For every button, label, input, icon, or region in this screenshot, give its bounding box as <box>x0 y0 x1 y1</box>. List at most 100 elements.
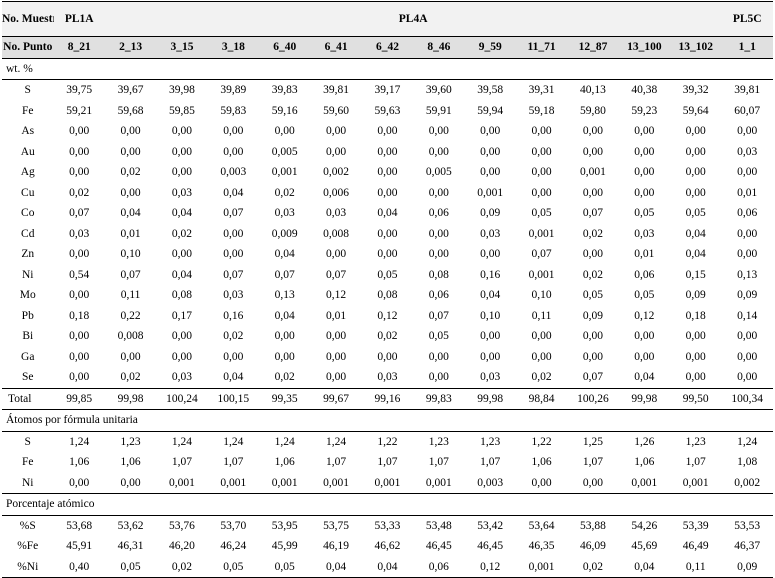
value-cell: 0,005 <box>425 166 452 178</box>
value-cell: 53,64 <box>528 519 555 532</box>
table-row: Se 0,00 0,02 0,03 0,04 0,02 0,00 0,03 0,00 0,03 0,… <box>2 367 773 388</box>
value-cell: 45,91 <box>66 540 93 552</box>
value-cell: 0,09 <box>480 207 501 219</box>
row-label: Ag <box>20 166 35 178</box>
value-cell: 0,03 <box>480 371 501 383</box>
value-cell: 46,45 <box>425 540 452 552</box>
value-cell: 53,62 <box>117 519 144 532</box>
value-cell: 0,00 <box>428 145 449 158</box>
value-cell: 0,05 <box>685 207 706 219</box>
value-cell: 0,00 <box>582 186 603 199</box>
value-cell: 0,00 <box>685 330 706 342</box>
value-cell: 0,18 <box>69 309 90 322</box>
value-cell: 0,03 <box>171 186 192 199</box>
value-cell: 0,03 <box>69 227 90 240</box>
value-cell: 0,15 <box>685 268 706 281</box>
value-cell: 46,35 <box>528 540 555 552</box>
value-cell: 0,00 <box>582 145 603 158</box>
value-cell: 0,001 <box>580 166 606 178</box>
value-cell: 0,03 <box>274 207 295 219</box>
value-cell: 0,00 <box>634 330 655 342</box>
value-cell: 0,04 <box>480 289 501 301</box>
row-label: Fe <box>22 104 34 117</box>
value-cell: 0,12 <box>377 309 398 322</box>
value-cell: 0,00 <box>171 350 192 363</box>
value-cell: 60,07 <box>734 104 761 117</box>
value-cell: 0,07 <box>223 268 244 281</box>
row-label: Cu <box>21 186 35 199</box>
value-cell: 1,07 <box>223 456 244 468</box>
table-row: Cd 0,03 0,01 0,02 0,00 0,009 0,008 0,00 0,00 0,03… <box>2 224 773 245</box>
value-cell: 1,23 <box>685 435 706 448</box>
point-header-cell: 8_46 <box>413 36 465 59</box>
value-cell: 46,24 <box>220 540 247 552</box>
value-cell: 59,60 <box>323 104 349 117</box>
value-cell: 0,001 <box>631 476 658 489</box>
value-cell: 0,001 <box>169 476 195 489</box>
value-cell: 0,00 <box>480 166 501 178</box>
group-pl5c: PL5C <box>721 1 773 37</box>
value-cell: 0,00 <box>377 186 398 199</box>
value-cell: 0,00 <box>69 289 90 301</box>
value-cell: 0,04 <box>274 248 295 260</box>
value-cell: 0,001 <box>515 556 568 578</box>
value-cell: 53,42 <box>477 519 504 532</box>
section-title-row: wt. % <box>2 58 773 80</box>
point-header-cell: 6_42 <box>361 36 414 59</box>
table-row: S 1,24 1,23 1,24 1,24 1,24 1,24 1,22 1,23 1,23 1,2… <box>2 431 773 452</box>
value-cell: 0,001 <box>271 476 298 489</box>
total-cell: 100,24 <box>156 387 208 410</box>
value-cell: 0,00 <box>69 330 90 342</box>
value-cell: 0,00 <box>737 371 758 383</box>
value-cell: 46,37 <box>734 540 761 552</box>
value-cell: 0,00 <box>634 350 655 363</box>
value-cell: 0,00 <box>428 227 449 240</box>
table-row: S 39,75 39,67 39,98 39,89 39,83 39,81 39,17 39,6… <box>2 80 773 101</box>
value-cell: 0,00 <box>531 125 552 137</box>
value-cell: 0,00 <box>634 125 655 137</box>
row-label: Ni <box>22 268 34 281</box>
value-cell: 0,00 <box>377 145 398 158</box>
value-cell: 1,22 <box>531 435 552 448</box>
value-cell: 0,00 <box>582 476 603 489</box>
value-cell: 53,48 <box>425 519 452 532</box>
value-cell: 46,45 <box>477 540 504 552</box>
value-cell: 0,00 <box>737 330 758 342</box>
value-cell: 59,16 <box>271 104 298 117</box>
value-cell: 0,00 <box>685 186 706 199</box>
value-cell: 0,04 <box>171 207 192 219</box>
value-cell: 1,26 <box>634 435 655 448</box>
value-cell: 0,17 <box>171 309 192 322</box>
value-cell: 0,00 <box>377 125 398 137</box>
value-cell: 0,12 <box>634 309 655 322</box>
value-cell: 0,06 <box>428 289 449 301</box>
value-cell: 39,17 <box>374 84 401 96</box>
value-cell: 0,07 <box>69 207 90 219</box>
table-row: Ga 0,00 0,00 0,00 0,00 0,00 0,00 0,00 0,00 0,00 0,… <box>2 347 773 368</box>
value-cell: 53,76 <box>169 519 195 532</box>
value-cell: 0,00 <box>120 350 141 363</box>
value-cell: 0,001 <box>477 186 504 199</box>
value-cell: 39,75 <box>66 84 93 96</box>
value-cell: 0,00 <box>377 227 398 240</box>
value-cell: 0,00 <box>223 350 244 363</box>
table-row: Pb 0,18 0,22 0,17 0,16 0,04 0,01 0,12 0,07 0,10 0,… <box>2 306 773 327</box>
row-label: Mo <box>19 289 36 301</box>
table-row: %Fe 45,91 46,31 46,20 46,24 45,99 46,19 46,62 46… <box>2 536 773 557</box>
value-cell: 0,00 <box>737 350 758 363</box>
value-cell: 0,18 <box>685 309 706 322</box>
row-label: Se <box>22 371 34 383</box>
value-cell: 0,00 <box>480 248 501 260</box>
value-cell: 0,00 <box>582 248 603 260</box>
value-cell: 0,00 <box>428 350 449 363</box>
value-cell: 0,00 <box>480 125 501 137</box>
value-cell: 1,23 <box>480 435 501 448</box>
value-cell: 0,05 <box>207 556 259 578</box>
value-cell: 0,00 <box>69 248 90 260</box>
value-cell: 0,00 <box>531 166 552 178</box>
value-cell: 39,60 <box>425 84 452 96</box>
row-label: Ga <box>21 350 35 363</box>
value-cell: 0,03 <box>737 145 758 158</box>
table-row: %S 53,68 53,62 53,76 53,70 53,95 53,75 53,33 53,… <box>2 515 773 536</box>
value-cell: 1,22 <box>377 435 398 448</box>
